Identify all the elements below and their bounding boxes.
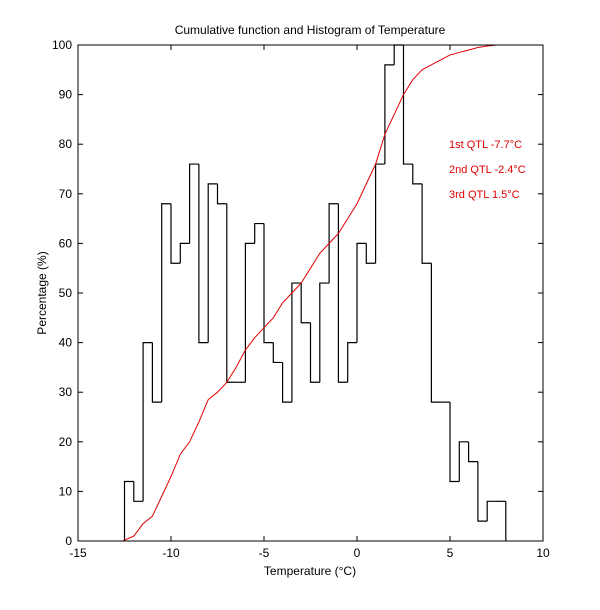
x-tick-label: 0 <box>354 546 361 560</box>
histogram-bin <box>468 441 478 463</box>
histogram-bin <box>272 342 283 364</box>
x-tick-label: -10 <box>162 546 180 560</box>
quantile-annotations: 1st QTL -7.7°C 2nd QTL -2.4°C 3rd QTL 1.5°… <box>449 139 526 201</box>
y-axis: 0 10 20 30 40 50 60 70 80 90 100 <box>52 38 543 548</box>
histogram-series <box>123 44 507 541</box>
histogram-bin <box>133 481 144 502</box>
y-tick-label: 20 <box>59 435 73 449</box>
y-axis-label: Percentage (%) <box>35 251 49 334</box>
histogram-bin <box>337 203 348 383</box>
histogram-bin <box>412 164 423 185</box>
histogram-bin <box>365 243 376 264</box>
histogram-bin <box>151 342 162 403</box>
x-tick-label: 5 <box>447 546 454 560</box>
y-tick-label: 0 <box>65 534 72 548</box>
histogram-bin <box>123 480 134 541</box>
quantile-annotation: 1st QTL -7.7°C <box>449 139 522 151</box>
histogram-bin <box>161 203 171 403</box>
histogram-bin <box>216 183 227 205</box>
histogram-bin <box>263 223 274 344</box>
y-tick-label: 90 <box>59 88 73 102</box>
quantile-annotation: 2nd QTL -2.4°C <box>449 164 526 176</box>
histogram-bin <box>319 282 330 383</box>
y-tick-label: 100 <box>52 38 72 52</box>
y-tick-label: 80 <box>59 137 73 151</box>
x-tick-label: 10 <box>536 546 550 560</box>
histogram-bin <box>282 362 292 403</box>
histogram-bin <box>142 342 153 502</box>
y-tick-label: 60 <box>59 236 73 250</box>
histogram-bin <box>170 203 181 264</box>
y-tick-label: 10 <box>59 484 73 498</box>
x-tick-label: -5 <box>259 546 270 560</box>
y-tick-label: 70 <box>59 187 73 201</box>
histogram-bin <box>291 282 302 403</box>
histogram-bin <box>309 322 320 383</box>
y-tick-label: 30 <box>59 385 73 399</box>
histogram-bin <box>477 461 488 522</box>
histogram-bin <box>486 500 497 522</box>
cumulative-line <box>78 44 543 542</box>
y-tick-label: 50 <box>59 286 73 300</box>
chart-title: Cumulative function and Histogram of Tem… <box>175 23 446 37</box>
histogram-bin <box>393 44 404 65</box>
histogram-bin <box>198 164 209 344</box>
histogram-bin <box>244 242 255 383</box>
histogram-bin <box>207 183 218 343</box>
histogram-bin <box>356 242 367 343</box>
histogram-bin <box>347 342 357 383</box>
histogram-bin <box>254 222 264 244</box>
x-axis: -15 -10 -5 0 5 10 <box>69 45 550 560</box>
histogram-bin <box>226 203 237 383</box>
histogram-bin <box>328 203 339 284</box>
histogram-bin <box>430 263 441 403</box>
histogram-bin <box>300 283 311 324</box>
histogram-bin <box>458 441 469 482</box>
x-tick-label: -15 <box>69 546 87 560</box>
histogram-bin <box>179 242 190 264</box>
histogram-bin <box>421 183 432 264</box>
y-tick-label: 40 <box>59 336 73 350</box>
axes-frame <box>77 44 544 542</box>
plot-area <box>78 44 543 542</box>
histogram-bin <box>402 45 413 165</box>
quantile-annotation: 3rd QTL 1.5°C <box>449 189 520 201</box>
histogram-bin <box>375 163 385 264</box>
histogram-bin <box>384 64 395 165</box>
histogram-bin <box>189 163 199 244</box>
histogram-bin <box>449 402 460 483</box>
x-axis-label: Temperature (°C) <box>264 564 356 578</box>
